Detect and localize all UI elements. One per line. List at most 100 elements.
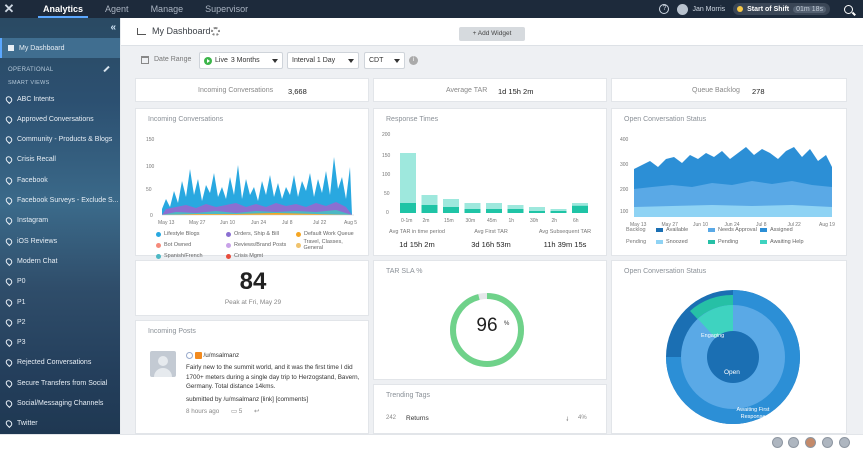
legend-entry[interactable]: Available (656, 227, 688, 233)
sidebar-item-label: ABC Intents (17, 95, 55, 103)
sidebar-item[interactable]: ABC Intents (0, 89, 120, 109)
legend-swatch (226, 231, 231, 237)
legend-entry[interactable]: Default Work Queue (296, 231, 358, 237)
legend-entry[interactable]: Travel, Classes, General (296, 239, 358, 251)
x-tick: 30h (530, 218, 539, 224)
x-tick: 2h (552, 218, 558, 224)
legend-label: Pending (718, 239, 739, 245)
legend-entry[interactable]: Spanish/French (156, 253, 218, 259)
avatar[interactable] (822, 437, 833, 448)
sidebar-item[interactable]: Social/Messaging Channels (0, 394, 120, 414)
help-icon[interactable]: ? (659, 4, 670, 14)
sidebar-item[interactable]: Crisis Recall (0, 150, 120, 170)
sidebar-item[interactable]: Modern Chat (0, 251, 120, 271)
live-icon (204, 56, 212, 65)
timezone-value: CDT (369, 57, 384, 64)
sidebar-item[interactable]: P2 (0, 312, 120, 332)
interval-value: Interval 1 Day (292, 57, 336, 64)
tag-name[interactable]: Returns (406, 415, 429, 422)
center-circle (707, 331, 759, 383)
collapse-sidebar-icon[interactable]: « (110, 22, 116, 33)
tab-manage[interactable]: Manage (150, 4, 184, 14)
legend-swatch (656, 240, 663, 244)
pie-label-open: Open (724, 369, 740, 376)
legend-entry[interactable]: Crisis Mgmt (226, 253, 288, 259)
search-icon[interactable] (844, 4, 853, 14)
chart-title: Open Conversation Status (624, 268, 707, 275)
bar-segment (529, 211, 545, 213)
legend-entry[interactable]: Bot Owned (156, 239, 218, 251)
legend-entry[interactable]: Lifestyle Blogs (156, 231, 218, 237)
sidebar-item[interactable]: Facebook (0, 170, 120, 190)
sidebar-item[interactable]: Community - Products & Blogs (0, 130, 120, 150)
tab-supervisor[interactable]: Supervisor (205, 4, 249, 14)
trend-down-icon: 🠗 (566, 417, 569, 423)
user-menu[interactable]: Jan Morris (677, 3, 725, 15)
reply-icon[interactable]: ↩ (253, 408, 260, 415)
bar-total (464, 203, 481, 213)
edit-icon[interactable] (103, 65, 110, 73)
post-submitted[interactable]: submitted by /u/msalmanz [link] [comment… (186, 396, 309, 403)
avatar[interactable] (805, 437, 816, 448)
tar-sla-widget: TAR SLA % 96 % (373, 260, 607, 380)
sidebar-item[interactable]: iOS Reviews (0, 231, 120, 251)
legend-swatch (296, 242, 301, 248)
incoming-posts-widget: Incoming Posts /u/msalmanz Fairly new to… (135, 320, 369, 434)
legend-label: Default Work Queue (304, 231, 354, 237)
legend-swatch (656, 228, 663, 232)
avatar[interactable] (788, 437, 799, 448)
sidebar-item[interactable]: P1 (0, 292, 120, 312)
interval-select[interactable]: Interval 1 Day (287, 52, 359, 69)
filter-bar: Date Range Live 3 Months Interval 1 Day … (121, 52, 863, 72)
sidebar-item-label: P2 (17, 318, 26, 326)
sidebar-item[interactable]: Rejected Conversations (0, 353, 120, 373)
tab-agent[interactable]: Agent (105, 4, 129, 14)
legend-label: Crisis Mgmt (234, 253, 264, 259)
period-select[interactable]: Live 3 Months (199, 52, 283, 69)
sidebar-item-my-dashboard[interactable]: My Dashboard (0, 38, 120, 58)
avatar[interactable] (839, 437, 850, 448)
comments-icon[interactable]: ▭ (231, 408, 237, 415)
tab-analytics[interactable]: Analytics (32, 0, 94, 18)
gear-icon[interactable] (211, 27, 220, 36)
legend-entry[interactable]: Needs Approval (708, 227, 757, 233)
sidebar-item[interactable]: P3 (0, 333, 120, 353)
sidebar-item[interactable]: P0 (0, 272, 120, 292)
legend-entry[interactable]: Orders, Ship & Bill (226, 231, 288, 237)
sidebar-item[interactable]: Instagram (0, 211, 120, 231)
avatar[interactable] (772, 437, 783, 448)
location-pin-icon (4, 155, 14, 165)
open-conversation-status-area-chart: Open Conversation Status 400 300 200 100… (611, 108, 847, 256)
start-of-shift-button[interactable]: Start of Shift 01m 18s (733, 3, 830, 15)
legend-swatch (156, 253, 161, 259)
bar-segment (486, 209, 502, 213)
legend-swatch (156, 231, 161, 237)
sidebar-item[interactable]: Approved Conversations (0, 109, 120, 129)
tag-pct: 4% (578, 415, 587, 421)
x-tick: Jul 8 (282, 220, 293, 226)
legend-entry[interactable]: Pending (708, 239, 738, 245)
pie-label-engaging: Engaging (701, 333, 725, 339)
sidebar: « My Dashboard OPERATIONAL SMART VIEWS A… (0, 18, 120, 434)
response-times-chart: Response Times 200 150 100 50 0 0-1m 2m 15… (373, 108, 607, 256)
app-logo-icon[interactable]: ✕ (3, 1, 15, 16)
info-icon[interactable]: i (409, 56, 418, 65)
chart-title: Response Times (386, 116, 439, 123)
sidebar-item[interactable]: Facebook Surveys - Exclude S... (0, 191, 120, 211)
legend-entry[interactable]: Awaiting Help (760, 239, 804, 245)
stat-label: Avg First TAR (474, 229, 508, 235)
sidebar-item[interactable]: Secure Transfers from Social (0, 373, 120, 393)
bar-segment (507, 209, 524, 213)
timezone-select[interactable]: CDT (364, 52, 405, 69)
sidebar-item-label: My Dashboard (19, 44, 65, 52)
legend-entry[interactable]: Reviews/Brand Posts (226, 239, 288, 251)
sidebar-item[interactable]: Twitter (0, 414, 120, 434)
post-author[interactable]: /u/msalmanz (203, 352, 240, 359)
open-conversation-status-pie: Open Conversation Status Open Engaging A… (611, 260, 847, 434)
legend-entry[interactable]: Assigned (760, 227, 793, 233)
x-tick: Jul 8 (756, 222, 767, 228)
x-tick: Aug 5 (344, 220, 357, 226)
add-widget-button[interactable]: + Add Widget (459, 27, 525, 41)
chart-title: Incoming Conversations (148, 116, 224, 123)
legend-entry[interactable]: Snoozed (656, 239, 688, 245)
